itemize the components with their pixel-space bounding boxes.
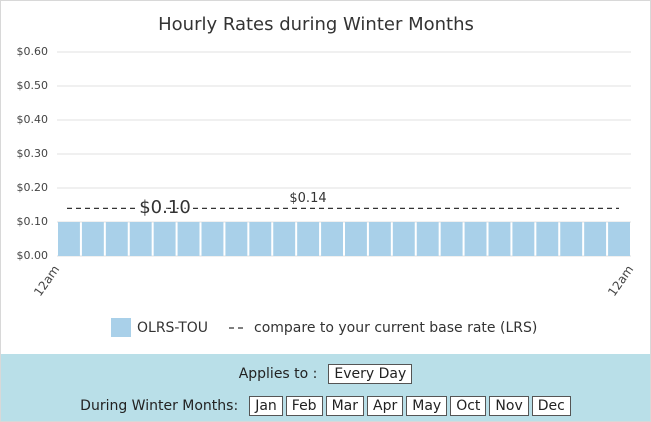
month-button[interactable]: Apr	[367, 396, 404, 416]
x-tick-label: 12am	[31, 263, 62, 299]
bar	[249, 222, 272, 256]
y-tick-label: $0.60	[17, 45, 49, 58]
bar	[105, 222, 128, 256]
months-row: During Winter Months: Jan Feb Mar Apr May Oct…	[1, 396, 650, 416]
month-button[interactable]: May	[406, 396, 448, 416]
controls-panel: Applies to : Every Day During Winter Mon…	[1, 354, 650, 421]
annotation: $0.10	[139, 197, 191, 218]
x-tick-label: 12am	[605, 263, 636, 299]
bar	[58, 222, 80, 256]
legend-label: compare to your current base rate (LRS)	[254, 320, 537, 336]
month-button[interactable]: Mar	[325, 396, 364, 416]
month-button[interactable]: Jan	[249, 396, 283, 416]
month-button[interactable]: Oct	[450, 396, 487, 416]
bar	[488, 222, 511, 256]
bar	[225, 222, 248, 256]
y-tick-label: $0.50	[17, 79, 49, 92]
legend-label: OLRS-TOU	[137, 320, 208, 336]
bar	[153, 222, 176, 256]
y-tick-label: $0.00	[17, 249, 49, 262]
bar	[129, 222, 152, 256]
month-button[interactable]: Feb	[285, 396, 323, 416]
chart: Hourly Rates during Winter Months $0.00 $…	[17, 14, 636, 337]
bar	[345, 222, 367, 256]
bar	[440, 222, 463, 256]
bar	[368, 222, 391, 256]
bar	[201, 222, 224, 256]
y-tick-label: $0.20	[17, 181, 49, 194]
bar	[512, 222, 535, 256]
bar	[464, 222, 487, 256]
chart-title: Hourly Rates during Winter Months	[158, 14, 474, 35]
y-tick-label: $0.30	[17, 147, 49, 160]
bar	[560, 222, 583, 256]
bar	[177, 222, 200, 256]
applies-row: Applies to : Every Day	[1, 364, 650, 384]
bar	[81, 222, 104, 256]
months-label: During Winter Months:	[80, 398, 239, 414]
bar	[392, 222, 415, 256]
bar	[416, 222, 439, 256]
bar	[536, 222, 559, 256]
applies-label: Applies to :	[238, 366, 318, 382]
applies-button[interactable]: Every Day	[328, 364, 413, 384]
y-tick-label: $0.40	[17, 113, 49, 126]
bar	[584, 222, 607, 256]
legend-swatch	[111, 318, 131, 337]
month-button[interactable]: Dec	[531, 396, 571, 416]
bar	[321, 222, 343, 256]
bar	[273, 222, 296, 256]
month-button[interactable]: Nov	[489, 396, 529, 416]
bar	[608, 222, 630, 256]
bar	[297, 222, 320, 256]
reference-label: $0.14	[289, 191, 326, 206]
y-tick-label: $0.10	[17, 215, 49, 228]
